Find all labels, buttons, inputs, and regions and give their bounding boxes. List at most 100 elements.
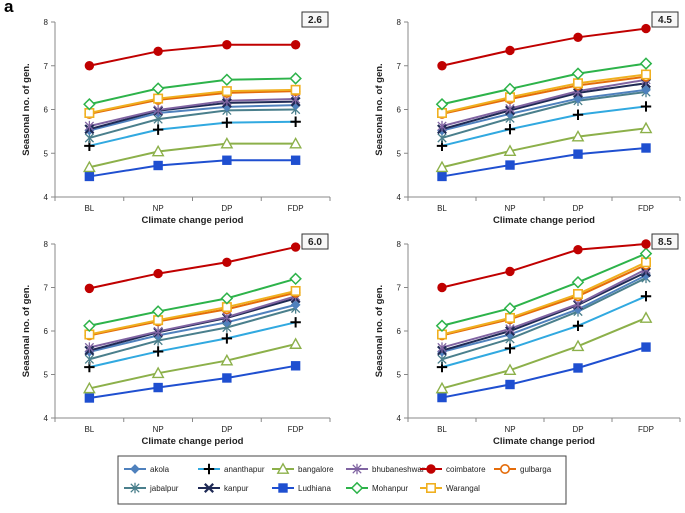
series-ananthapur: [441, 105, 647, 147]
legend-label: jabalpur: [149, 484, 179, 493]
series-line-ananthapur: [89, 321, 296, 369]
data-point-ananthapur: [290, 317, 301, 328]
legend-marker-Ludhiana: [278, 483, 288, 493]
x-tick-label: NP: [504, 204, 515, 213]
series-gulbarga: [441, 263, 647, 337]
legend-marker-coimbatore: [426, 464, 436, 474]
series-line-kanpur: [441, 82, 647, 131]
data-point-coimbatore: [573, 32, 583, 43]
data-point-Ludhiana: [437, 171, 447, 182]
x-tick-label: BL: [437, 425, 447, 434]
series-bangalore: [441, 317, 647, 390]
series-ananthapur: [441, 295, 647, 369]
series-markers-bangalore: [82, 337, 303, 394]
series-markers-Ludhiana: [84, 361, 301, 403]
y-tick-label: 6: [44, 327, 49, 336]
legend-label: bhubaneshwar: [372, 465, 425, 474]
data-point-Ludhiana: [84, 393, 95, 403]
data-point-Warangal: [290, 84, 301, 95]
data-point-coimbatore: [437, 61, 447, 71]
series-Ludhiana: [441, 147, 647, 178]
scenario-badge: [651, 11, 679, 28]
x-tick-label: DP: [572, 204, 583, 213]
series-Warangal: [441, 261, 647, 336]
series-line-gulbarga: [441, 263, 647, 337]
y-tick-label: 5: [397, 149, 402, 158]
series-line-bhubaneshwar: [441, 268, 647, 349]
data-point-bangalore: [503, 363, 517, 376]
series-markers-bangalore: [435, 121, 653, 173]
legend-label: gulbarga: [520, 465, 552, 474]
series-gulbarga: [89, 291, 296, 337]
legend-label: bangalore: [298, 465, 334, 474]
series-Mohanpur: [441, 62, 647, 106]
legend-item-Warangal: Warangal: [420, 482, 480, 493]
data-point-Warangal: [572, 289, 583, 300]
data-point-Warangal: [504, 312, 515, 323]
series-akola: [89, 303, 296, 353]
x-tick-label: DP: [221, 425, 232, 434]
series-Ludhiana: [89, 364, 296, 399]
series-jabalpur: [441, 91, 647, 139]
data-point-Ludhiana: [222, 373, 232, 383]
x-axis-title: Climate change period: [142, 215, 244, 226]
x-tick-label: FDP: [288, 425, 304, 434]
series-kanpur: [89, 100, 296, 131]
y-tick-label: 7: [397, 62, 402, 71]
series-ananthapur: [89, 120, 296, 147]
series-line-Ludhiana: [441, 147, 647, 178]
data-point-Mohanpur: [83, 97, 96, 111]
data-point-bangalore: [503, 144, 517, 156]
legend-label: Ludhiana: [298, 484, 331, 493]
series-markers-Ludhiana: [437, 342, 651, 403]
series-line-akola: [441, 88, 647, 132]
data-point-Ludhiana: [641, 143, 651, 153]
data-point-coimbatore: [437, 282, 447, 293]
y-tick-label: 8: [44, 240, 49, 249]
data-point-bangalore: [289, 136, 303, 149]
x-tick-label: DP: [221, 204, 232, 213]
data-point-bangalore: [571, 129, 585, 142]
data-point-coimbatore: [641, 23, 651, 34]
data-point-bhubaneshwar: [153, 104, 163, 116]
y-tick-label: 4: [44, 414, 49, 423]
series-markers-Mohanpur: [435, 57, 653, 111]
data-point-coimbatore: [290, 40, 301, 50]
data-point-Ludhiana: [84, 171, 95, 182]
series-gulbarga: [89, 90, 296, 115]
series-line-akola: [89, 303, 296, 353]
series-Warangal: [89, 88, 296, 114]
series-line-akola: [89, 104, 296, 132]
series-markers-coimbatore: [84, 40, 301, 71]
data-point-Ludhiana: [437, 392, 447, 403]
y-tick-label: 7: [44, 62, 49, 71]
data-point-bangalore: [151, 366, 165, 379]
y-tick-label: 7: [397, 284, 402, 293]
data-point-Mohanpur: [83, 319, 96, 333]
legend-marker-akola: [130, 464, 140, 474]
y-tick-label: 5: [44, 371, 49, 380]
data-point-ananthapur: [152, 346, 164, 357]
x-tick-label: FDP: [638, 204, 654, 213]
series-bhubaneshwar: [441, 268, 647, 349]
data-point-coimbatore: [505, 45, 515, 56]
data-point-Warangal: [640, 69, 651, 80]
data-point-coimbatore: [153, 46, 163, 57]
series-line-Warangal: [89, 290, 296, 336]
series-line-coimbatore: [441, 243, 647, 289]
data-point-bangalore: [289, 337, 303, 349]
x-tick-label: NP: [153, 204, 164, 213]
data-point-ananthapur: [504, 343, 516, 354]
series-bangalore: [89, 343, 296, 390]
series-line-coimbatore: [89, 43, 296, 67]
series-line-Ludhiana: [89, 159, 296, 178]
scenario-badge-label: 8.5: [658, 237, 672, 248]
series-markers-coimbatore: [84, 242, 301, 294]
data-point-ananthapur: [290, 116, 301, 127]
data-point-coimbatore: [222, 40, 232, 50]
data-point-ananthapur: [640, 101, 652, 112]
legend-label: coimbatore: [446, 465, 486, 474]
x-tick-label: NP: [153, 425, 164, 434]
y-tick-label: 5: [44, 149, 49, 158]
series-gulbarga: [441, 75, 647, 115]
